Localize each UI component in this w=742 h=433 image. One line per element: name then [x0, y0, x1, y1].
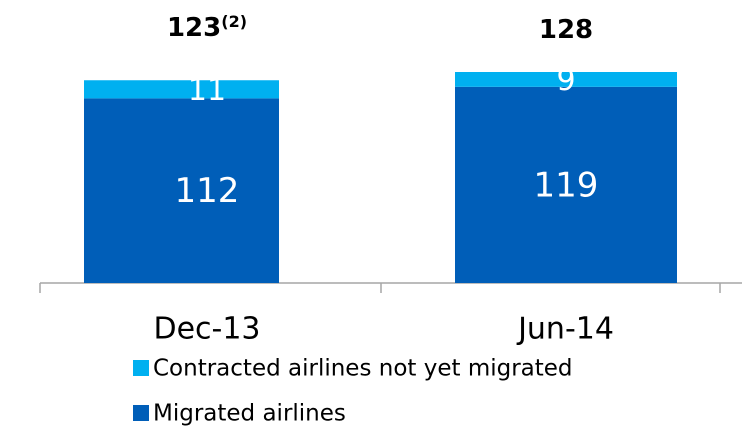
- legend-swatch: [133, 360, 149, 376]
- legend-label: Migrated airlines: [153, 401, 346, 427]
- x-tick-label: Dec-13: [153, 312, 260, 347]
- total-value: 128: [539, 15, 593, 45]
- bar-segment: [455, 72, 677, 87]
- data-label: 9: [556, 63, 575, 98]
- footnote: (2): [221, 12, 247, 31]
- total-value: 123: [167, 13, 221, 43]
- bar-segment: [455, 86, 677, 283]
- total-label: 128: [539, 15, 593, 45]
- x-tick-label: Jun-14: [516, 312, 614, 347]
- data-label: 119: [534, 165, 599, 205]
- data-label: 112: [175, 171, 240, 211]
- total-label: 123(2): [167, 12, 247, 43]
- bar-segment: [84, 80, 279, 99]
- legend-swatch: [133, 405, 149, 421]
- data-label: 11: [188, 73, 226, 108]
- legend-label: Contracted airlines not yet migrated: [153, 356, 573, 382]
- bar-segment: [84, 98, 279, 283]
